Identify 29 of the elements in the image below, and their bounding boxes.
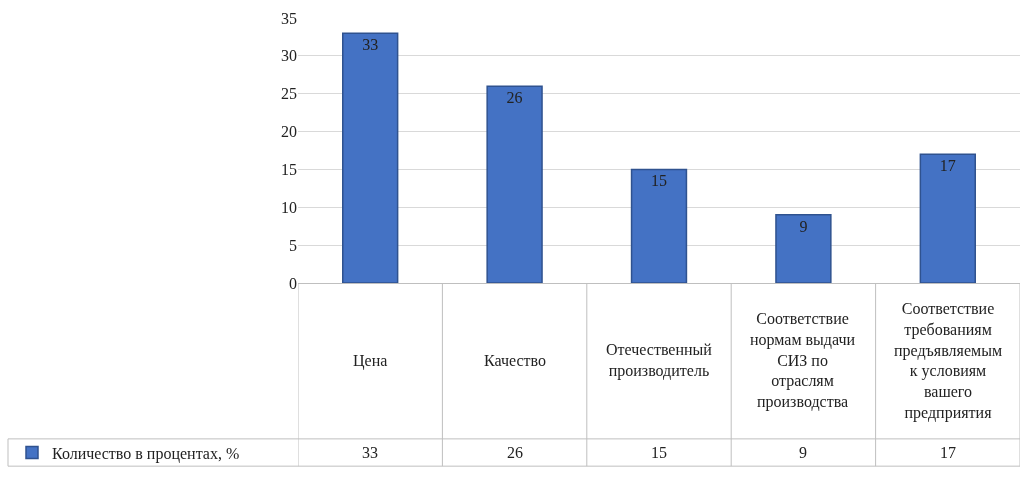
bar <box>486 85 543 283</box>
text: 26 <box>507 444 523 461</box>
y-tick-label: 10 <box>281 198 297 216</box>
data-label: 26 <box>506 89 523 107</box>
y-tick-label: 25 <box>281 85 297 103</box>
y-tick-label: 0 <box>289 274 297 292</box>
text: 33 <box>362 444 378 461</box>
y-tick-label: 35 <box>281 9 297 27</box>
text: 15 <box>651 444 667 461</box>
data-label: 15 <box>651 172 667 190</box>
x-tick-label: Отечественный производитель <box>606 341 713 380</box>
text: 9 <box>799 444 807 461</box>
bar <box>775 214 832 283</box>
bar <box>630 168 688 283</box>
x-tick-label: Качество <box>484 352 547 369</box>
x-tick-label: Соответствие нормам выдачи СИЗ по отраслям производства <box>750 310 856 412</box>
text: 17 <box>940 444 956 461</box>
x-tick-label: Соответствие требованиям предъявляемым к условиям вашего предприятия <box>894 300 1003 422</box>
data-label: 17 <box>939 157 956 175</box>
y-tick-label: 30 <box>281 47 297 65</box>
y-tick-label: 5 <box>289 236 297 254</box>
bar <box>919 153 976 283</box>
data-label: 33 <box>362 36 379 54</box>
legend-label: Количество в процентах, % <box>52 444 240 463</box>
data-label: 9 <box>799 217 808 235</box>
y-tick-label: 15 <box>281 161 297 179</box>
y-tick-label: 20 <box>281 123 297 141</box>
bar <box>342 32 399 283</box>
x-tick-label: Цена <box>353 352 388 370</box>
